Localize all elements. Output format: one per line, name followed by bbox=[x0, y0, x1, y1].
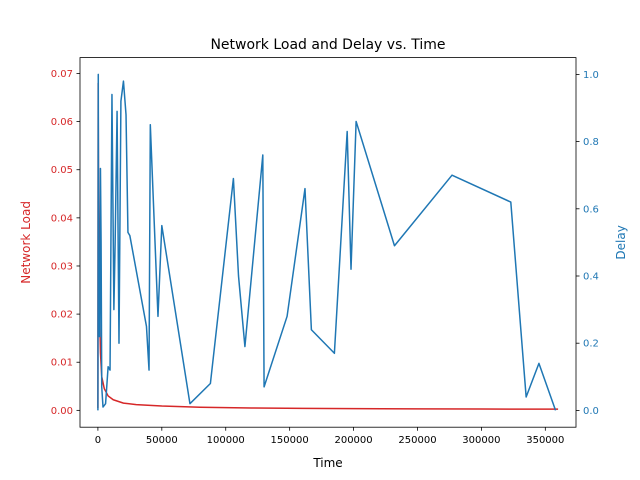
y-right-tick-label: 0.8 bbox=[583, 137, 599, 148]
series-layer bbox=[97, 73, 559, 411]
x-axis-label: Time bbox=[312, 456, 342, 470]
y-left-tick-label: 0.04 bbox=[51, 213, 73, 224]
x-tick-label: 50000 bbox=[146, 435, 178, 446]
x-tick-label: 100000 bbox=[207, 435, 245, 446]
y-right-tick-label: 1.0 bbox=[583, 70, 599, 81]
x-tick-label: 200000 bbox=[334, 435, 372, 446]
y-left-tick-label: 0.01 bbox=[51, 358, 73, 369]
chart-title: Network Load and Delay vs. Time bbox=[210, 37, 445, 53]
x-tick-label: 150000 bbox=[271, 435, 309, 446]
y-left-tick-label: 0.05 bbox=[51, 165, 73, 176]
y-left-tick-label: 0.03 bbox=[51, 261, 73, 272]
y-right-tick-label: 0.0 bbox=[583, 406, 599, 417]
x-tick-label: 350000 bbox=[526, 435, 564, 446]
y-left-tick-label: 0.07 bbox=[51, 69, 73, 80]
y-right-tick-label: 0.6 bbox=[583, 204, 599, 215]
x-tick-label: 250000 bbox=[398, 435, 436, 446]
y-left-tick-label: 0.06 bbox=[51, 117, 73, 128]
axes-layer: 0 50000 100000 150000 200000 250000 300000 3500… bbox=[51, 69, 599, 446]
y-axis-right-label: Delay bbox=[614, 225, 628, 259]
x-tick-label: 0 bbox=[95, 435, 101, 446]
plot-frame bbox=[79, 57, 577, 428]
y-right-tick-label: 0.2 bbox=[583, 339, 599, 350]
y-right-tick-label: 0.4 bbox=[583, 272, 599, 283]
x-tick-label: 300000 bbox=[462, 435, 500, 446]
delay-line bbox=[97, 73, 557, 411]
y-left-tick-label: 0.02 bbox=[51, 310, 73, 321]
y-axis-left-label: Network Load bbox=[19, 201, 33, 284]
y-left-tick-label: 0.00 bbox=[51, 406, 73, 417]
